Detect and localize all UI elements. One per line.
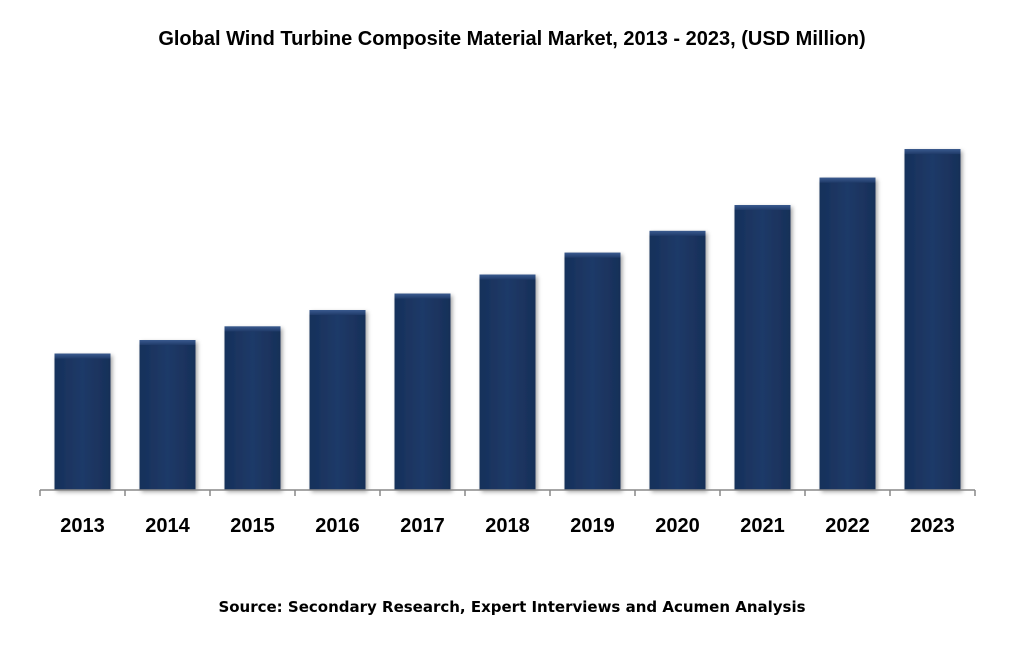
bar-2020 [649, 230, 706, 490]
bar-2018 [479, 274, 536, 490]
bar-2023 [904, 149, 961, 490]
bar-2022 [819, 177, 876, 490]
bar-cap-2018 [479, 274, 536, 280]
x-tick-label-2020: 2020 [655, 515, 700, 537]
bar-cap-2019 [564, 252, 621, 258]
x-tick-label-2013: 2013 [60, 515, 105, 537]
x-tick-label-2022: 2022 [825, 515, 870, 537]
bar-cap-2013 [54, 353, 111, 359]
x-tick-label-2017: 2017 [400, 515, 445, 537]
x-tick-label-2023: 2023 [910, 515, 955, 537]
x-tick-label-2014: 2014 [145, 515, 190, 537]
bar-cap-2020 [649, 230, 706, 236]
bar-cap-2023 [904, 149, 961, 155]
bar-cap-2021 [734, 205, 791, 210]
bar-2019 [564, 252, 621, 490]
bar-2016 [309, 310, 366, 490]
bar-cap-2017 [394, 293, 451, 299]
bar-2015 [224, 326, 281, 490]
bar-2021 [734, 205, 791, 490]
bar-cap-2022 [819, 177, 876, 183]
x-tick-labels: 2013 2014 2015 2016 2017 2018 2019 2020 2021 2022… [60, 515, 955, 537]
x-tick-label-2019: 2019 [570, 515, 615, 537]
bar-2013 [54, 353, 111, 490]
x-axis [39, 489, 976, 496]
bar-2014 [139, 340, 196, 490]
bar-cap-2016 [309, 310, 366, 315]
x-tick-label-2016: 2016 [315, 515, 360, 537]
x-tick-label-2018: 2018 [485, 515, 530, 537]
bar-2017 [394, 293, 451, 490]
x-tick-label-2015: 2015 [230, 515, 275, 537]
x-tick-label-2021: 2021 [740, 515, 785, 537]
bars-group [54, 149, 961, 490]
chart-title: Global Wind Turbine Composite Material M… [158, 28, 866, 50]
bar-cap-2015 [224, 326, 281, 332]
bar-cap-2014 [139, 340, 196, 345]
chart-source: Source: Secondary Research, Expert Inter… [218, 598, 806, 616]
